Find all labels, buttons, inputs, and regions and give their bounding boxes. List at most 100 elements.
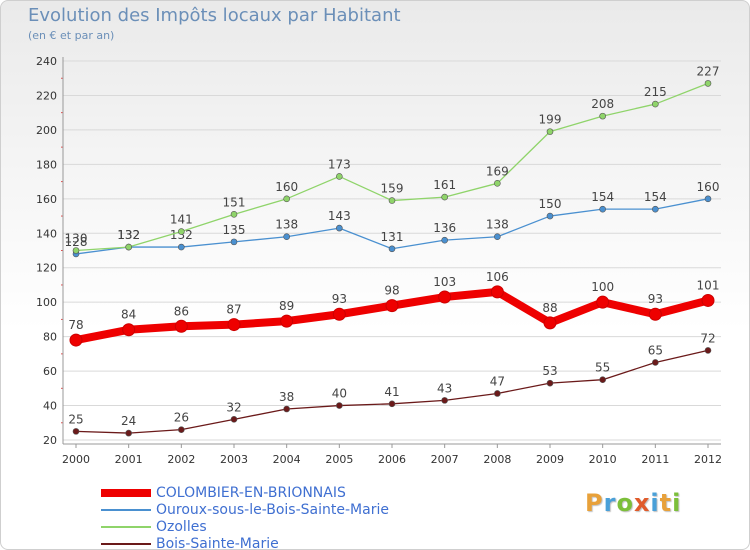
data-label: 208 xyxy=(591,97,614,111)
y-tick-label: 220 xyxy=(36,89,57,102)
data-point xyxy=(490,285,504,299)
data-label: 227 xyxy=(697,64,720,78)
data-label: 40 xyxy=(332,387,347,401)
x-tick-label: 2003 xyxy=(220,453,248,466)
data-label: 93 xyxy=(648,292,663,306)
x-tick-label: 2007 xyxy=(431,453,459,466)
data-label: 86 xyxy=(174,304,189,318)
y-tick-label: 100 xyxy=(36,296,57,309)
data-point xyxy=(652,205,659,213)
data-label: 131 xyxy=(381,230,404,244)
data-label: 72 xyxy=(700,331,715,345)
data-point xyxy=(494,390,501,397)
data-point xyxy=(69,333,83,347)
data-point xyxy=(388,400,396,408)
data-point xyxy=(599,205,606,213)
legend-swatch xyxy=(101,543,151,545)
x-tick-label: 2009 xyxy=(536,453,564,466)
x-tick-label: 2011 xyxy=(641,453,669,466)
data-point xyxy=(652,100,659,108)
data-label: 199 xyxy=(539,113,562,127)
data-point xyxy=(441,236,448,244)
logo-letter: o xyxy=(616,489,634,517)
data-label: 215 xyxy=(644,85,667,99)
data-label: 101 xyxy=(697,278,720,292)
data-point xyxy=(494,233,501,241)
data-point xyxy=(701,293,715,307)
data-point xyxy=(283,195,290,203)
data-label: 128 xyxy=(65,235,88,249)
data-point xyxy=(388,197,396,204)
data-label: 150 xyxy=(539,197,562,211)
data-point xyxy=(596,295,610,309)
data-label: 32 xyxy=(226,400,241,414)
legend-swatch xyxy=(101,509,151,511)
logo-letter: x xyxy=(633,489,651,517)
data-label: 55 xyxy=(595,361,610,375)
logo-letter: t xyxy=(659,489,673,517)
data-point xyxy=(72,428,80,435)
data-point xyxy=(227,318,241,332)
data-label: 93 xyxy=(332,292,347,306)
data-label: 24 xyxy=(121,414,136,428)
data-label: 136 xyxy=(433,221,456,235)
data-point xyxy=(438,290,452,304)
data-label: 151 xyxy=(223,195,246,209)
data-point xyxy=(441,193,448,201)
data-point xyxy=(280,314,294,328)
data-label: 41 xyxy=(384,385,399,399)
y-tick-label: 40 xyxy=(43,400,57,413)
data-point xyxy=(546,379,554,387)
data-label: 132 xyxy=(117,228,140,242)
data-label: 169 xyxy=(486,164,509,178)
data-label: 132 xyxy=(117,228,140,242)
data-label: 154 xyxy=(644,190,667,204)
data-point xyxy=(385,299,399,313)
data-point xyxy=(704,347,712,354)
y-tick-label: 120 xyxy=(36,262,57,275)
data-label: 159 xyxy=(381,182,404,196)
data-label: 154 xyxy=(591,190,614,204)
data-label: 161 xyxy=(433,178,456,192)
legend-swatch xyxy=(101,489,151,497)
data-label: 53 xyxy=(542,364,557,378)
proxiti-logo: Proxiti xyxy=(585,489,681,517)
data-point xyxy=(543,316,557,330)
y-tick-label: 180 xyxy=(36,158,57,171)
data-label: 98 xyxy=(384,284,399,298)
logo-letter: i xyxy=(672,489,682,517)
data-label: 87 xyxy=(226,303,241,317)
data-point xyxy=(178,228,185,235)
x-tick-label: 2000 xyxy=(62,453,90,466)
data-point xyxy=(336,224,343,232)
data-label: 160 xyxy=(275,180,298,194)
data-point xyxy=(230,238,238,246)
data-label: 100 xyxy=(591,280,614,294)
data-point xyxy=(546,212,554,220)
data-point xyxy=(72,247,80,254)
data-point xyxy=(704,80,712,87)
data-point xyxy=(441,397,448,404)
y-tick-label: 140 xyxy=(36,227,57,240)
chart-subtitle: (en € et par an) xyxy=(28,29,115,42)
data-label: 143 xyxy=(328,209,351,223)
x-tick-label: 2004 xyxy=(273,453,301,466)
data-point xyxy=(230,416,238,423)
data-point xyxy=(336,173,343,180)
data-point xyxy=(283,405,290,413)
data-point xyxy=(704,195,712,203)
data-point xyxy=(178,426,185,433)
data-point xyxy=(125,429,132,437)
data-label: 130 xyxy=(65,232,88,246)
x-tick-label: 2002 xyxy=(167,453,195,466)
x-tick-label: 2010 xyxy=(589,453,617,466)
x-tick-label: 2005 xyxy=(325,453,353,466)
data-label: 173 xyxy=(328,157,351,171)
data-point xyxy=(174,319,188,333)
logo-letter: r xyxy=(603,489,617,517)
chart-title: Evolution des Impôts locaux par Habitant xyxy=(28,5,401,26)
data-label: 160 xyxy=(697,180,720,194)
data-point xyxy=(332,307,346,321)
